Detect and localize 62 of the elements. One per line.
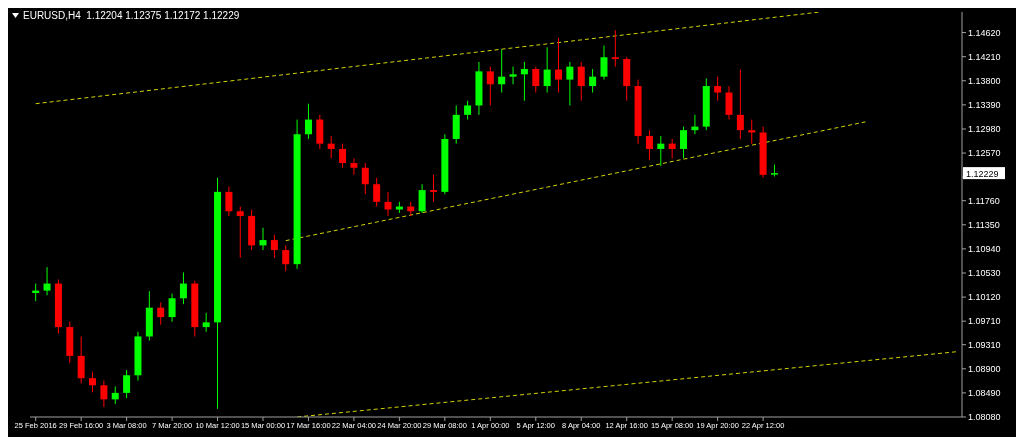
candlestick	[168, 293, 176, 323]
text: 1.12229	[966, 168, 999, 179]
y-tick-label: 1.14210	[968, 51, 1001, 62]
candlestick	[89, 371, 97, 393]
y-tick-label: 1.08080	[968, 412, 1001, 423]
candlestick	[464, 100, 472, 121]
y-tick-label: 1.08490	[968, 388, 1001, 399]
candlestick	[339, 143, 347, 169]
y-tick-label: 1.12980	[968, 124, 1001, 135]
candlestick	[600, 45, 608, 81]
y-tick-label: 1.11350	[968, 219, 1000, 230]
y-tick-label: 1.10530	[968, 268, 1001, 279]
candlestick	[270, 234, 278, 259]
candlestick	[225, 186, 233, 217]
candlestick	[532, 66, 540, 94]
candlestick	[327, 135, 335, 159]
y-tick-label: 1.10940	[968, 244, 1001, 255]
candlestick	[350, 157, 358, 176]
candlestick	[123, 369, 131, 399]
candlestick	[657, 135, 665, 167]
candlestick	[77, 335, 85, 384]
candlestick	[645, 129, 653, 161]
candlestick	[577, 61, 585, 102]
y-tick-label: 1.09310	[968, 339, 1001, 350]
candlestick	[236, 206, 244, 259]
candlestick	[668, 138, 676, 159]
y-tick-label: 1.14620	[968, 27, 1001, 38]
candlestick	[555, 37, 563, 94]
candlestick	[418, 183, 426, 214]
candlestick	[566, 61, 574, 106]
candlestick	[611, 29, 619, 68]
y-tick-label: 1.11760	[968, 195, 1000, 206]
candlestick	[361, 162, 369, 195]
candlestick	[429, 174, 437, 203]
chart-title: EURUSD,H4 1.12204 1.12375 1.12172 1.12229	[23, 10, 240, 21]
candlestick	[520, 61, 528, 102]
candlestick	[714, 76, 722, 102]
candlestick	[498, 49, 506, 94]
candlestick	[543, 46, 551, 94]
candlestick	[43, 266, 51, 296]
candlestick	[589, 68, 597, 94]
candlestick	[736, 69, 744, 140]
y-tick-label: 1.10120	[968, 292, 1001, 303]
candlestick	[202, 312, 210, 333]
candlestick	[748, 119, 756, 145]
candlestick	[259, 227, 267, 251]
candlestick	[486, 66, 494, 106]
y-tick-label: 1.13390	[968, 100, 1001, 111]
candlestick	[282, 244, 290, 272]
candlestick	[304, 103, 312, 140]
y-tick-label: 1.09710	[968, 316, 1001, 327]
candlestick	[157, 301, 165, 326]
candlestick	[509, 66, 517, 85]
candlestick	[373, 177, 381, 208]
candlestick	[179, 271, 187, 305]
candlestick	[680, 126, 688, 159]
y-tick-label: 1.13800	[968, 75, 1001, 86]
y-tick-label: 1.08900	[968, 363, 1001, 374]
candlestick	[100, 380, 108, 408]
y-tick-label: 1.12570	[968, 148, 1001, 159]
candlestick	[384, 191, 392, 217]
candlestick	[725, 85, 733, 121]
